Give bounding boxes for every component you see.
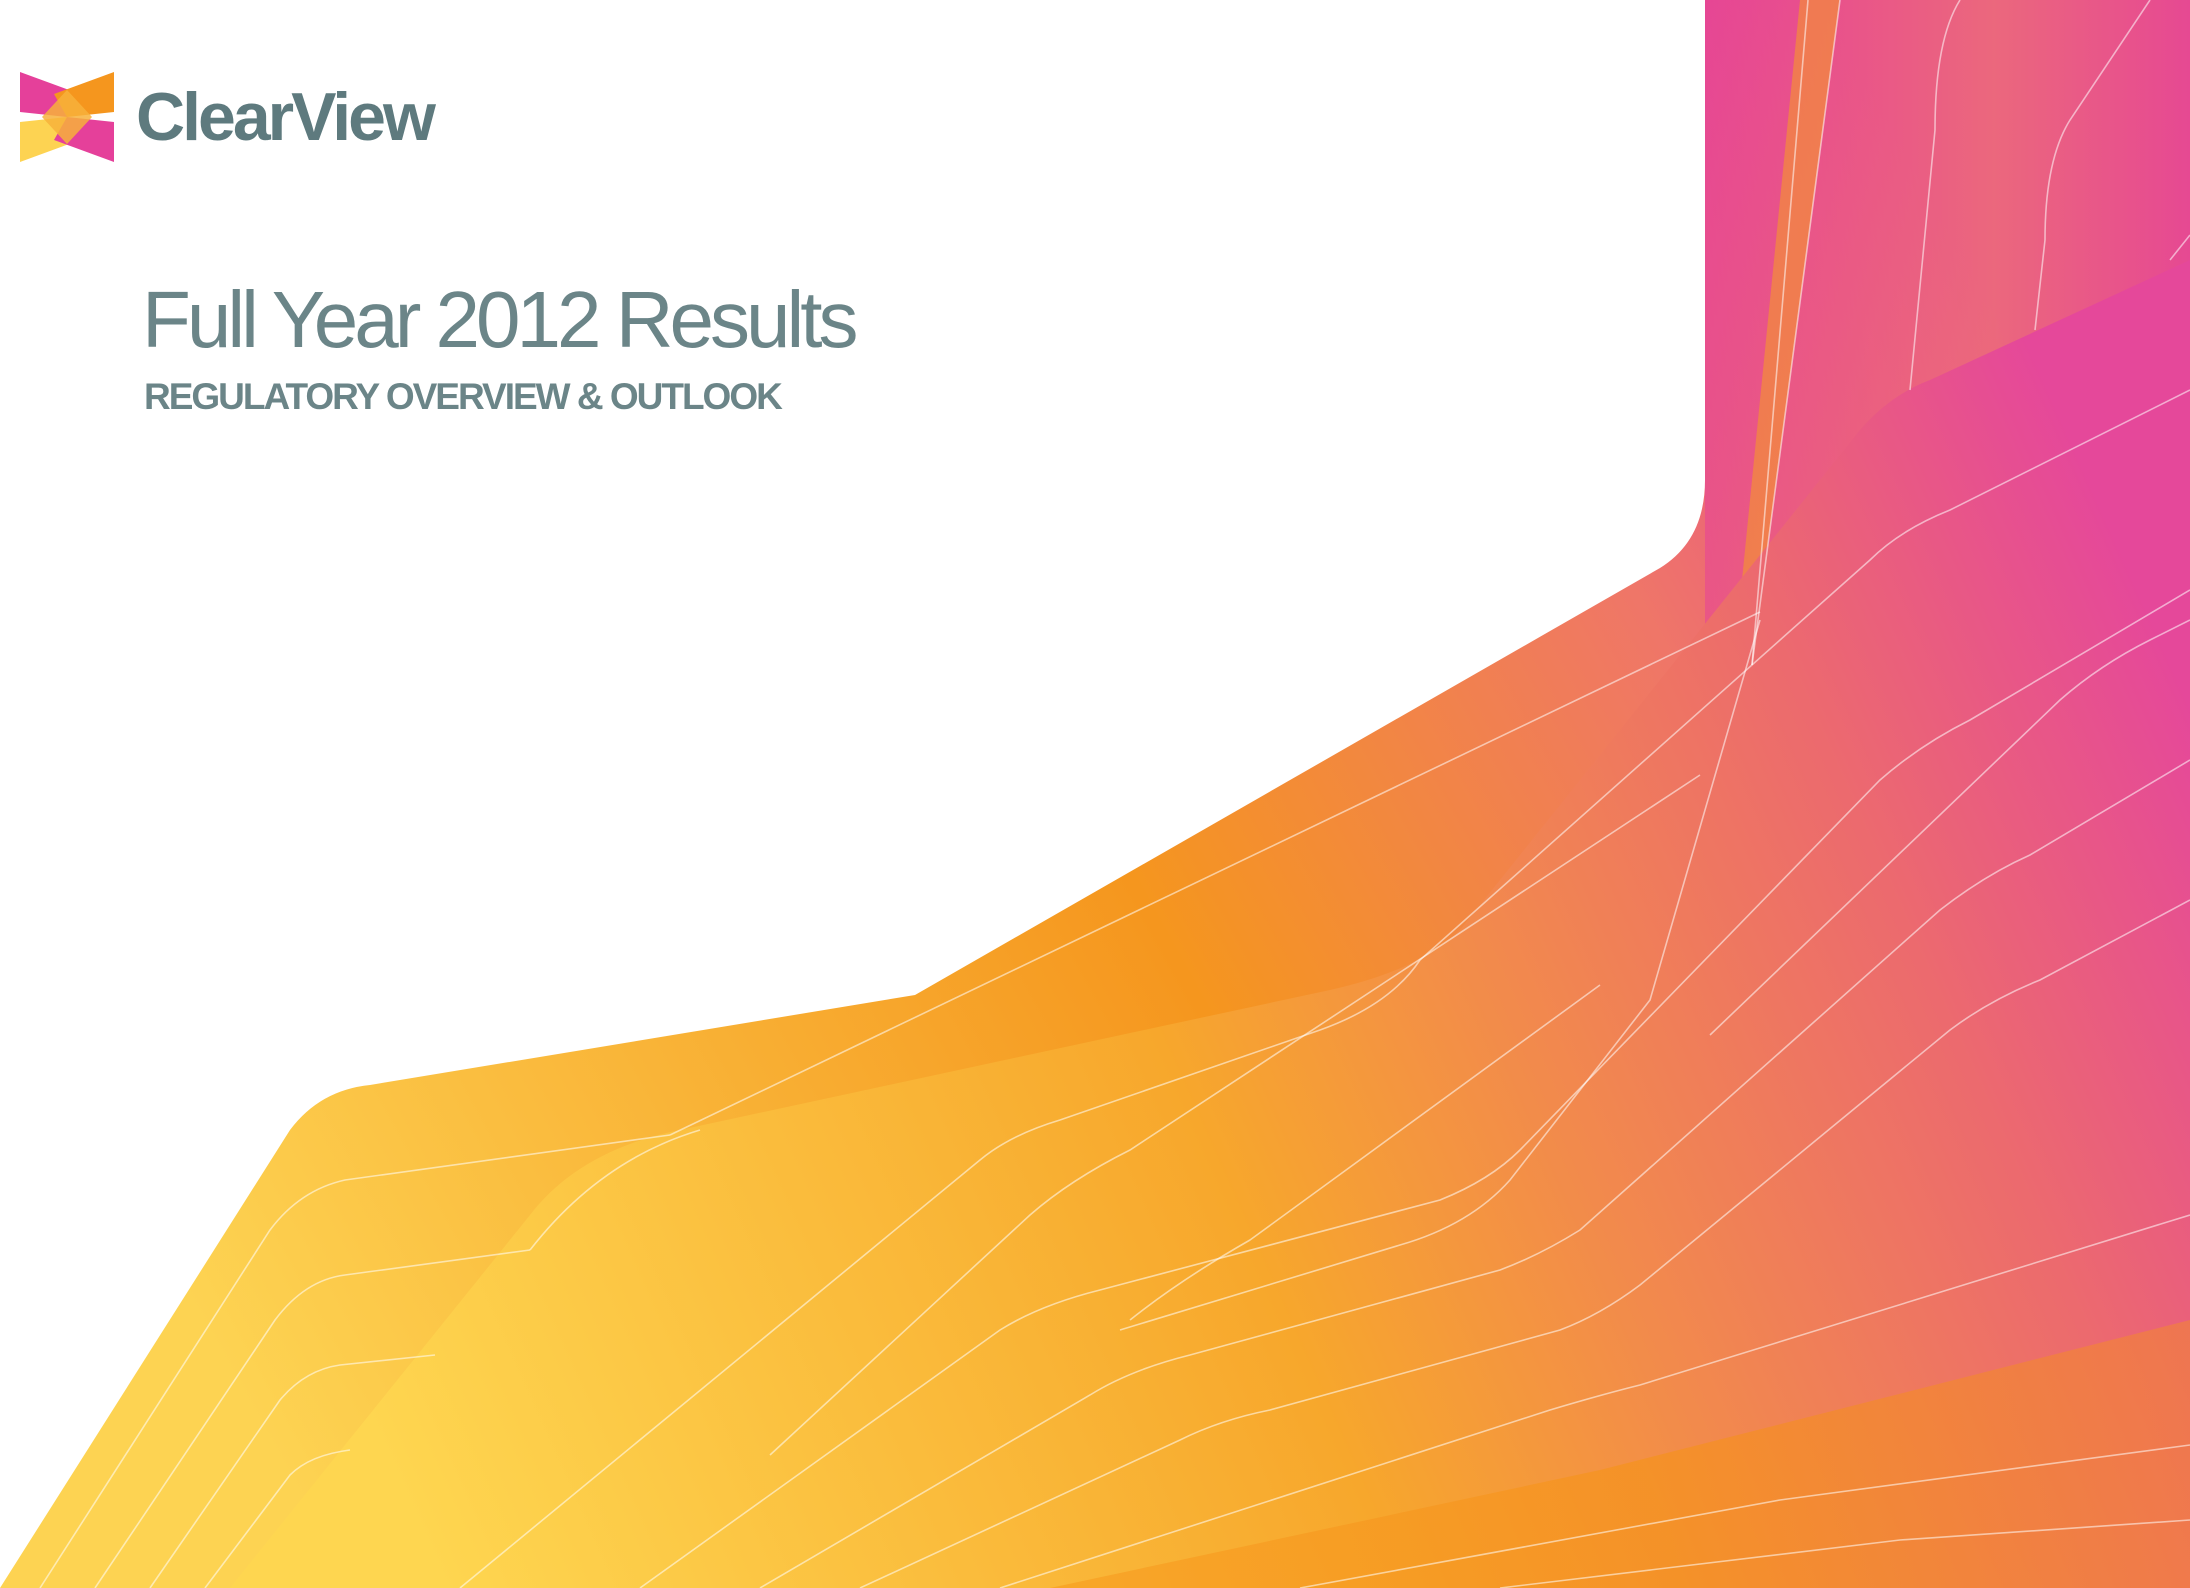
slide-title: Full Year 2012 Results	[142, 275, 859, 364]
logo-wordmark: ClearView	[136, 79, 436, 155]
clearview-bowtie-icon	[20, 72, 114, 162]
slide-subtitle: REGULATORY OVERVIEW & OUTLOOK	[144, 376, 783, 417]
clearview-logo: ClearView	[20, 72, 436, 162]
